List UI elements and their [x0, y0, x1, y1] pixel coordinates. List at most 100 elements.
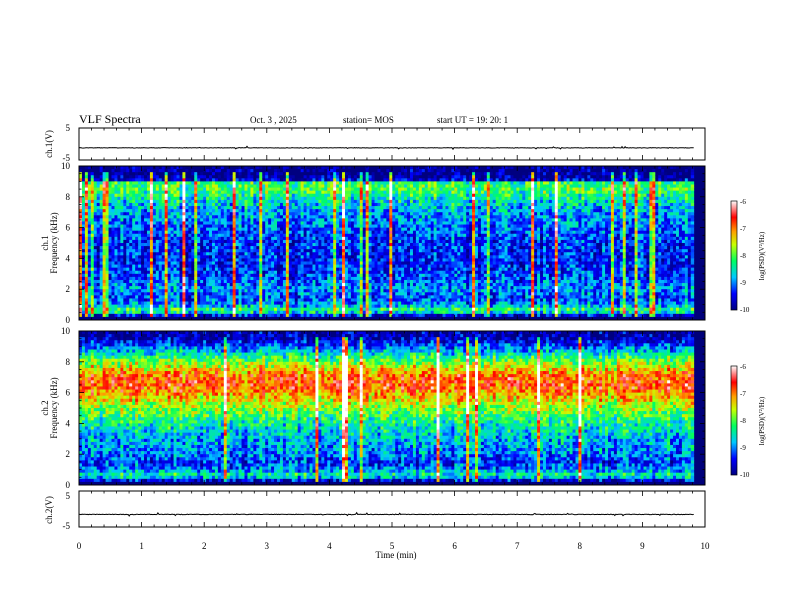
- spectrogram-cell: [309, 283, 313, 287]
- spectrogram-cell: [164, 301, 169, 305]
- spectrogram-cell: [200, 196, 204, 201]
- spectrogram-cell: [294, 301, 299, 305]
- spectrogram-cell: [321, 276, 325, 281]
- spectrogram-cell: [336, 233, 340, 238]
- spectrogram-cell: [356, 202, 361, 207]
- spectrogram-cell: [93, 246, 98, 250]
- spectrogram-cell: [223, 172, 228, 176]
- spectrogram-cell: [99, 310, 104, 315]
- spectrogram-cell: [350, 286, 355, 290]
- spectrogram-cell: [312, 295, 316, 299]
- spectrogram-cell: [347, 184, 352, 188]
- spectrogram-cell: [102, 313, 106, 318]
- spectrogram-cell: [84, 181, 89, 185]
- spectrogram-cell: [321, 298, 325, 302]
- spectrogram-cell: [291, 209, 296, 213]
- spectrogram-cell: [259, 304, 263, 309]
- spectrogram-cell: [141, 187, 145, 192]
- spectrogram-cell: [206, 270, 210, 275]
- spectrogram-cell: [359, 307, 364, 312]
- spectrogram-cell: [135, 218, 139, 222]
- spectrogram-cell: [285, 187, 290, 192]
- spectrogram-cell: [238, 239, 242, 244]
- spectrogram-cell: [347, 166, 352, 170]
- spectrogram-cell: [176, 190, 180, 195]
- spectrogram-cell: [342, 202, 346, 207]
- spectrogram-cell: [155, 212, 160, 216]
- spectrogram-cell: [194, 276, 198, 281]
- spectrogram-cell: [141, 184, 145, 188]
- spectrogram-cell: [211, 172, 216, 176]
- spectrogram-cell: [197, 178, 201, 182]
- spectrogram-cell: [185, 307, 189, 312]
- spectrogram-cell: [203, 252, 207, 256]
- spectrogram-cell: [197, 283, 201, 287]
- spectrogram-cell: [93, 166, 98, 170]
- spectrogram-cell: [238, 246, 242, 250]
- spectrogram-cell: [247, 261, 251, 265]
- spectrogram-cell: [102, 298, 106, 302]
- spectrogram-cell: [108, 252, 112, 256]
- spectrogram-cell: [84, 261, 89, 265]
- spectrogram-cell: [238, 172, 242, 176]
- spectrogram-cell: [149, 181, 154, 185]
- spectrogram-cell: [149, 252, 154, 256]
- spectrogram-cell: [362, 199, 367, 204]
- spectrogram-cell: [138, 227, 142, 232]
- spectrogram-cell: [306, 307, 310, 312]
- spectrogram-cell: [244, 258, 248, 262]
- spectrogram-cell: [176, 169, 180, 173]
- spectrogram-cell: [185, 215, 189, 219]
- spectrogram-cell: [214, 227, 219, 232]
- spectrogram-cell: [265, 209, 269, 213]
- spectrogram-cell: [96, 227, 101, 232]
- spectrogram-cell: [359, 236, 364, 241]
- spectrogram-cell: [211, 178, 216, 182]
- spectrogram-cell: [176, 249, 180, 253]
- spectrogram-cell: [244, 190, 248, 195]
- spectrogram-cell: [120, 279, 124, 284]
- spectrogram-cell: [96, 283, 101, 287]
- spectrogram-cell: [161, 313, 166, 318]
- spectrogram-cell: [339, 224, 343, 228]
- spectrogram-cell: [129, 267, 133, 272]
- spectrogram-cell: [274, 243, 278, 247]
- spectrogram-cell: [315, 181, 319, 185]
- spectrogram-cell: [105, 258, 109, 262]
- spectrogram-cell: [356, 196, 361, 201]
- spectrogram-cell: [167, 190, 172, 195]
- spectrogram-cell: [123, 209, 127, 213]
- spectrogram-cell: [203, 206, 207, 210]
- spectrogram-cell: [350, 184, 355, 188]
- spectrogram-cell: [87, 286, 92, 290]
- spectrogram-cell: [135, 233, 139, 238]
- spectrogram-cell: [333, 187, 337, 192]
- spectrogram-cell: [371, 267, 375, 272]
- spectrogram-cell: [226, 218, 231, 222]
- spectrogram-cell: [353, 264, 358, 269]
- spectrogram-cell: [90, 193, 95, 198]
- spectrogram-cell: [211, 196, 216, 201]
- spectrogram-cell: [209, 218, 213, 222]
- spectrogram-cell: [324, 276, 328, 281]
- spectrogram-cell: [158, 264, 163, 269]
- spectrogram-cell: [206, 286, 210, 290]
- spectrogram-cell: [282, 181, 287, 185]
- spectrogram-cell: [297, 172, 302, 176]
- spectrogram-cell: [315, 286, 319, 290]
- spectrogram-cell: [84, 206, 89, 210]
- spectrogram-cell: [306, 199, 310, 204]
- spectrogram-cell: [152, 313, 157, 318]
- spectrogram-cell: [158, 261, 163, 265]
- spectrogram-cell: [294, 313, 299, 318]
- spectrogram-cell: [191, 292, 195, 296]
- spectrogram-cell: [108, 313, 112, 318]
- spectrogram-cell: [209, 279, 213, 284]
- spectrogram-cell: [129, 175, 133, 179]
- spectrogram-cell: [120, 166, 124, 170]
- spectrogram-cell: [288, 212, 293, 216]
- spectrogram-cell: [167, 273, 172, 278]
- spectrogram-cell: [152, 239, 157, 244]
- spectrogram-cell: [226, 169, 231, 173]
- spectrogram-cell: [188, 298, 192, 302]
